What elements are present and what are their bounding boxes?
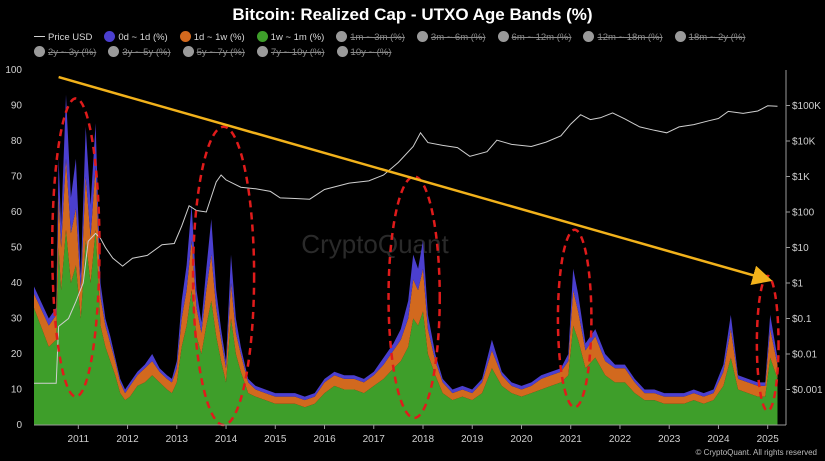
legend-item[interactable]: 1d ~ 1w (%) (179, 30, 245, 45)
right-tick-label: $1 (792, 279, 804, 290)
x-tick-label: 2013 (166, 434, 189, 445)
left-tick-label: 50 (11, 243, 23, 254)
legend-item[interactable]: 18m ~ 2y (%) (674, 30, 746, 45)
legend-label: 2y ~ 3y (%) (48, 47, 97, 58)
legend-dot-marker (256, 46, 268, 57)
legend-label: 1d ~ 1w (%) (193, 32, 245, 43)
legend-label: 18m ~ 2y (%) (688, 32, 746, 43)
right-tick-label: $0.1 (792, 314, 812, 325)
legend-item[interactable]: 1m ~ 3m (%) (336, 30, 405, 45)
legend-item[interactable]: 3y ~ 5y (%) (108, 45, 171, 60)
legend-item[interactable]: 0d ~ 1d (%) (104, 30, 168, 45)
left-tick-label: 20 (11, 349, 23, 360)
x-tick-label: 2012 (116, 434, 139, 445)
x-tick-label: 2016 (313, 434, 336, 445)
right-tick-label: $10 (792, 243, 809, 254)
x-tick-label: 2011 (68, 434, 90, 445)
legend-label: 1w ~ 1m (%) (270, 32, 325, 43)
legend-item[interactable]: 3m ~ 6m (%) (416, 30, 486, 45)
left-y-axis: 0 10 20 30 40 50 60 70 80 90 100 (5, 65, 22, 431)
right-tick-label: $100 (792, 208, 815, 219)
left-tick-label: 30 (11, 314, 23, 325)
left-tick-label: 100 (5, 65, 22, 76)
legend-dot-marker (336, 31, 348, 42)
highlight-ellipse (387, 175, 441, 420)
left-tick-label: 40 (11, 278, 23, 289)
left-tick-label: 0 (16, 420, 22, 431)
left-tick-label: 10 (11, 385, 23, 396)
right-y-axis: $0.001 $0.01 $0.1 $1 $10 $100 $1K $10K $100K (785, 70, 823, 425)
legend-item[interactable]: 10y ~ (%) (336, 45, 392, 60)
legend-dot-marker (583, 31, 595, 42)
right-tick-label: $10K (792, 137, 816, 148)
x-tick-label: 2015 (264, 434, 287, 445)
highlight-ellipse (556, 228, 593, 409)
area-series (34, 94, 778, 401)
legend-label: 3m ~ 6m (%) (430, 32, 486, 43)
x-tick-label: 2020 (510, 434, 533, 445)
legend-dot-marker (497, 31, 509, 42)
legend-label: 12m ~ 18m (%) (597, 32, 663, 43)
x-axis: 2011 2012 2013 2014 2015 2016 2017 2018 2019 2020… (34, 424, 786, 445)
legend-dot-marker (416, 31, 428, 42)
x-tick-label: 2014 (215, 434, 238, 445)
legend-label: 6m ~ 12m (%) (511, 32, 572, 43)
x-tick-label: 2019 (461, 434, 484, 445)
legend-dot-marker (256, 31, 268, 42)
x-tick-label: 2025 (757, 434, 780, 445)
right-tick-label: $0.01 (792, 350, 817, 361)
x-tick-label: 2022 (609, 434, 632, 445)
legend-item[interactable]: 2y ~ 3y (%) (34, 45, 96, 60)
legend-item[interactable]: 12m ~ 18m (%) (583, 30, 663, 45)
trend-arrow (58, 75, 773, 285)
credit-text: © CryptoQuant. All rights reserved (695, 448, 818, 457)
legend-dot-marker (34, 46, 45, 57)
right-tick-label: $100K (792, 101, 821, 112)
legend-item[interactable]: 5y ~ 7y (%) (182, 45, 245, 60)
legend-item[interactable]: 6m ~ 12m (%) (497, 30, 572, 45)
x-tick-label: 2017 (363, 434, 386, 445)
legend: Price USD 0d ~ 1d (%) 1d ~ 1w (%) 1w ~ 1m (… (34, 30, 814, 60)
legend-label: Price USD (48, 32, 93, 43)
watermark: CryptoQuant (301, 229, 449, 259)
legend-dot-marker (182, 46, 194, 57)
legend-dot-marker (104, 31, 116, 42)
legend-label: 5y ~ 7y (%) (196, 47, 245, 58)
x-tick-label: 2021 (560, 434, 583, 445)
x-tick-label: 2024 (707, 434, 730, 445)
legend-label: 0d ~ 1d (%) (118, 32, 168, 43)
price-line (34, 105, 778, 384)
legend-item[interactable]: 7y ~ 10y (%) (256, 45, 325, 60)
left-tick-label: 90 (11, 101, 23, 112)
price-layer (34, 105, 778, 384)
legend-dot-marker (674, 31, 686, 42)
legend-dot-marker (336, 46, 348, 57)
legend-label: 7y ~ 10y (%) (270, 47, 325, 58)
legend-item[interactable]: Price USD (34, 30, 92, 45)
x-tick-label: 2018 (412, 434, 435, 445)
highlight-ellipse (50, 97, 101, 398)
legend-dot-marker (108, 46, 120, 57)
legend-label: 1m ~ 3m (%) (350, 32, 405, 43)
left-tick-label: 70 (11, 172, 23, 183)
left-tick-label: 80 (11, 136, 23, 147)
legend-item[interactable]: 1w ~ 1m (%) (256, 30, 325, 45)
area-layer (34, 94, 778, 425)
legend-dot-marker (179, 31, 191, 42)
left-tick-label: 60 (11, 207, 23, 218)
legend-label: 10y ~ (%) (350, 47, 392, 58)
x-tick-label: 2023 (658, 434, 681, 445)
right-tick-label: $0.001 (792, 385, 823, 396)
right-tick-label: $1K (792, 172, 810, 183)
legend-label: 3y ~ 5y (%) (122, 47, 171, 58)
area-series (34, 229, 778, 425)
chart-title: Bitcoin: Realized Cap - UTXO Age Bands (… (232, 5, 593, 24)
legend-line-marker (34, 36, 45, 37)
